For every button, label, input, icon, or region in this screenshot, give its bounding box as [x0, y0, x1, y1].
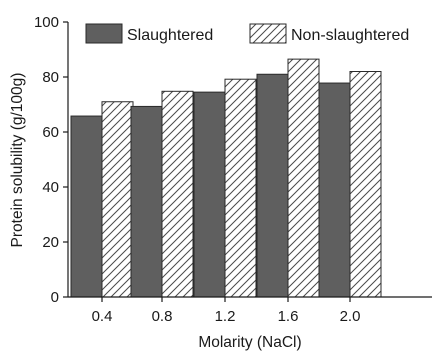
y-tick-label-0: 0 [51, 289, 59, 306]
bar-non-slaughtered-2.0 [349, 71, 382, 298]
x-tick-label-1.6: 1.6 [278, 308, 299, 325]
x-axis-title: Molarity (NaCl) [198, 334, 301, 351]
y-tick-label-20: 20 [42, 234, 59, 251]
bar-slaughtered-1.6 [256, 73, 289, 298]
y-axis-ticks: 0 20 40 60 80 100 [34, 14, 68, 306]
x-tick-label-1.2: 1.2 [215, 308, 236, 325]
bars-group [70, 58, 382, 298]
x-axis-ticks: 0.4 0.8 1.2 1.6 2.0 [92, 297, 361, 325]
legend: Slaughtered Non-slaughtered [85, 23, 409, 44]
x-tick-label-2.0: 2.0 [340, 308, 361, 325]
legend-swatch-slaughtered [85, 23, 123, 44]
bar-slaughtered-0.8 [130, 105, 163, 298]
x-tick-label-0.4: 0.4 [92, 308, 113, 325]
x-tick-label-0.8: 0.8 [152, 308, 173, 325]
bar-non-slaughtered-0.4 [101, 101, 134, 298]
bar-slaughtered-1.2 [193, 91, 226, 298]
y-axis-title: Protein solubility (g/100g) [9, 73, 26, 248]
bar-non-slaughtered-1.6 [287, 58, 320, 298]
y-tick-label-100: 100 [34, 14, 59, 31]
bar-non-slaughtered-0.8 [161, 90, 194, 298]
legend-label-slaughtered: Slaughtered [127, 27, 213, 44]
bar-slaughtered-2.0 [318, 82, 351, 298]
bar-slaughtered-0.4 [70, 115, 103, 298]
bar-non-slaughtered-1.2 [224, 78, 257, 298]
legend-swatch-non-slaughtered [249, 23, 287, 44]
y-tick-label-80: 80 [42, 69, 59, 86]
y-tick-label-40: 40 [42, 179, 59, 196]
y-tick-label-60: 60 [42, 124, 59, 141]
legend-label-non-slaughtered: Non-slaughtered [291, 27, 409, 44]
